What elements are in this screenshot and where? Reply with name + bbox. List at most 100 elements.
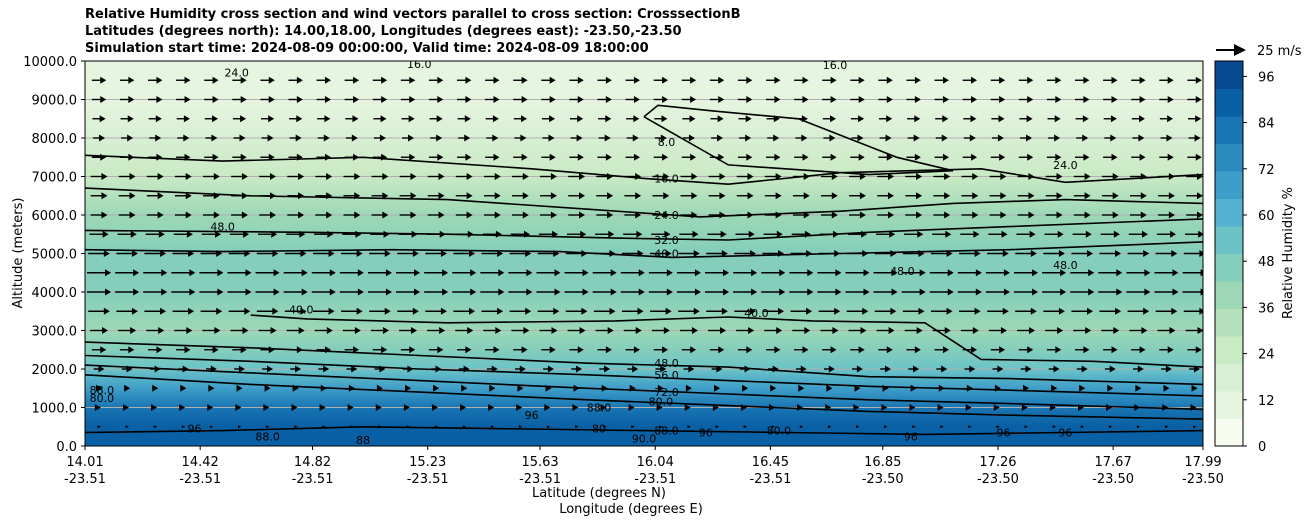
wind-vector-head bbox=[433, 384, 440, 392]
wind-vector-head bbox=[999, 96, 1006, 103]
wind-vector-head bbox=[127, 115, 134, 123]
wind-vector-head bbox=[745, 134, 752, 142]
wind-vector-head bbox=[329, 288, 336, 296]
wind-vector-head bbox=[1191, 384, 1198, 392]
wind-vector-head bbox=[131, 250, 138, 257]
wind-vector bbox=[294, 425, 298, 429]
wind-vector-head bbox=[578, 192, 585, 200]
wind-vector-head bbox=[94, 404, 101, 411]
colorbar-band bbox=[1215, 143, 1243, 172]
wind-vector-head bbox=[580, 230, 587, 238]
wind-vector-head bbox=[633, 96, 640, 103]
wind-vector-head bbox=[633, 153, 640, 161]
wind-vector-head bbox=[526, 288, 533, 296]
wind-vector-head bbox=[214, 327, 221, 334]
x-tick-label-lon: -23.51 bbox=[64, 472, 106, 487]
wind-vector-head bbox=[1169, 327, 1176, 334]
wind-vector-head bbox=[184, 76, 191, 84]
wind-vector-head bbox=[890, 307, 897, 315]
wind-vector-head bbox=[384, 307, 391, 315]
wind-vector-head bbox=[1144, 269, 1151, 277]
wind-vector-head bbox=[494, 192, 501, 200]
wind-vector-head bbox=[747, 173, 754, 180]
wind-vector-head bbox=[1107, 384, 1114, 392]
wind-vector-head bbox=[1057, 230, 1064, 238]
wind-vector-head bbox=[407, 365, 414, 373]
wind-vector-head bbox=[860, 327, 867, 334]
wind-vector-head bbox=[213, 192, 220, 200]
wind-vector-head bbox=[1023, 384, 1030, 392]
wind-vector-head bbox=[746, 76, 753, 84]
wind-vector-head bbox=[723, 288, 730, 296]
wind-vector-head bbox=[944, 173, 951, 180]
wind-vector-head bbox=[718, 76, 725, 84]
wind-vector-head bbox=[605, 115, 612, 123]
wind-vector-head bbox=[806, 307, 813, 315]
wind-vector-head bbox=[773, 134, 780, 142]
wind-vector-head bbox=[572, 404, 579, 411]
wind-vector-head bbox=[1055, 346, 1062, 354]
wind-vector-head bbox=[241, 192, 248, 200]
wind-vector-head bbox=[235, 404, 242, 411]
wind-vector-head bbox=[442, 269, 449, 277]
wind-vector bbox=[827, 425, 832, 429]
wind-vector-head bbox=[1195, 96, 1202, 103]
wind-vector-head bbox=[889, 230, 896, 238]
wind-vector-head bbox=[636, 230, 643, 238]
wind-vector-head bbox=[861, 230, 868, 238]
wind-vector-head bbox=[295, 365, 302, 373]
y-tick-label: 0.0 bbox=[56, 440, 77, 455]
wind-vector-head bbox=[1194, 134, 1201, 142]
wind-vector-head bbox=[152, 384, 159, 392]
wind-vector-head bbox=[272, 250, 279, 257]
wind-vector-head bbox=[1143, 250, 1150, 257]
wind-vector-head bbox=[292, 384, 299, 392]
wind-vector-head bbox=[663, 192, 670, 200]
wind-vector-head bbox=[830, 153, 837, 161]
wind-vector-head bbox=[685, 384, 692, 392]
wind-vector-head bbox=[160, 250, 167, 257]
wind-vector-head bbox=[376, 384, 383, 392]
wind-vector-head bbox=[185, 173, 192, 180]
wind-vector-head bbox=[916, 327, 923, 334]
wind-vector-head bbox=[997, 365, 1004, 373]
wind-vector-head bbox=[633, 76, 640, 84]
wind-vector-head bbox=[295, 134, 302, 142]
x-tick-label-lon: -23.51 bbox=[519, 472, 561, 487]
contour-label: 48.0 bbox=[654, 357, 679, 370]
wind-vector-head bbox=[800, 365, 807, 373]
contour-label: 72.0 bbox=[654, 386, 679, 399]
wind-vector-head bbox=[240, 115, 247, 123]
wind-vector-head bbox=[379, 134, 386, 142]
wind-vector-head bbox=[1115, 307, 1122, 315]
wind-vector-head bbox=[746, 96, 753, 103]
wind-vector bbox=[153, 425, 158, 429]
wind-vector-head bbox=[578, 211, 585, 219]
wind-vector-head bbox=[633, 346, 640, 354]
wind-vector-head bbox=[101, 173, 108, 180]
wind-vector-head bbox=[691, 192, 698, 200]
wind-vector-head bbox=[240, 96, 247, 103]
wind-vector-head bbox=[834, 250, 841, 257]
wind-vector-head bbox=[524, 230, 531, 238]
wind-vector-head bbox=[465, 76, 472, 84]
wind-vector-head bbox=[239, 134, 246, 142]
wind-vector-head bbox=[690, 346, 697, 354]
wind-vector-head bbox=[466, 192, 473, 200]
wind-vector-head bbox=[469, 250, 476, 257]
wind-vector-head bbox=[1168, 173, 1175, 180]
wind-vector-head bbox=[96, 384, 103, 392]
wind-vector-head bbox=[470, 288, 477, 296]
colorbar: 0 12 24 36 48 60 72 84 96 Relative Humidity % bbox=[1214, 60, 1296, 455]
wind-vector-head bbox=[1112, 192, 1119, 200]
wind-vector-head bbox=[212, 96, 219, 103]
wind-vector-head bbox=[1135, 384, 1142, 392]
wind-vector-head bbox=[1028, 211, 1035, 219]
wind-vector-head bbox=[1195, 76, 1202, 84]
wind-vector-head bbox=[493, 346, 500, 354]
wind-vector-head bbox=[721, 307, 728, 315]
wind-vector-head bbox=[916, 192, 923, 200]
wind-vector-head bbox=[971, 96, 978, 103]
wind-vector-head bbox=[324, 76, 331, 84]
wind-vector-head bbox=[751, 269, 758, 277]
